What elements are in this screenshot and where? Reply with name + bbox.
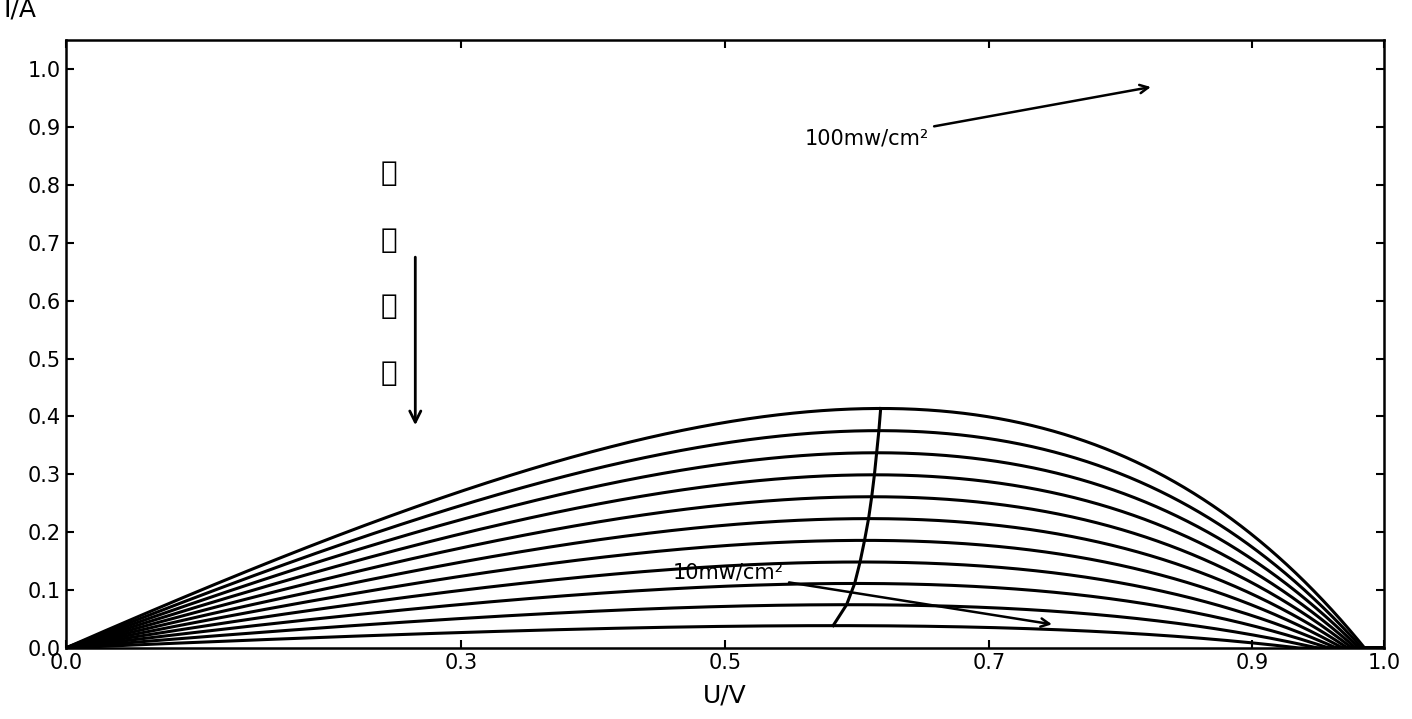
Text: 10mw/cm²: 10mw/cm² [672, 563, 1049, 627]
Text: 100mw/cm²: 100mw/cm² [805, 85, 1148, 149]
Text: 强: 强 [381, 226, 397, 254]
Text: 降: 降 [381, 293, 397, 321]
Text: 光: 光 [381, 160, 397, 188]
Y-axis label: I/A: I/A [3, 0, 37, 22]
Text: 低: 低 [381, 359, 397, 387]
X-axis label: U/V: U/V [703, 684, 747, 708]
